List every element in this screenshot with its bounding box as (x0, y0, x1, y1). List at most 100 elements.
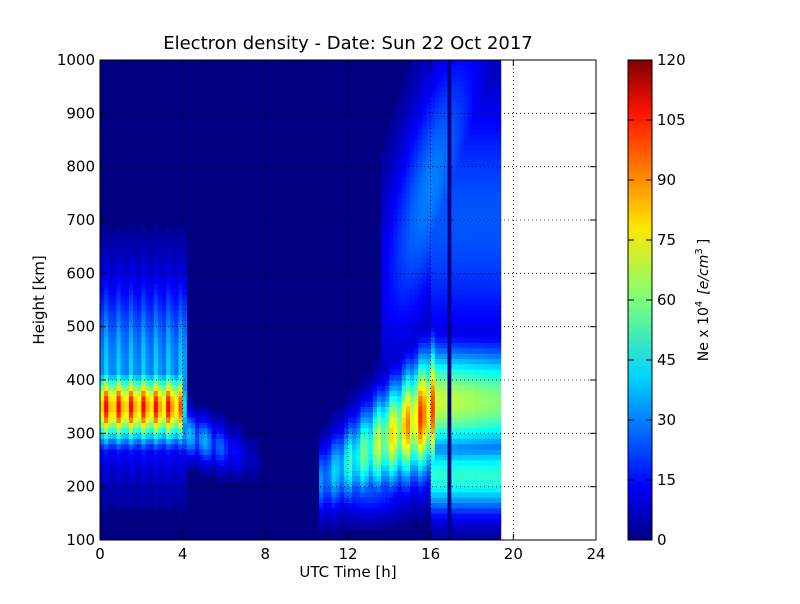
heatmap-cell (381, 428, 386, 434)
heatmap-cell (459, 428, 465, 434)
heatmap-cell (480, 364, 485, 370)
heatmap-cell (170, 342, 175, 349)
heatmap-cell (476, 145, 481, 151)
heatmap-cell (418, 401, 423, 407)
heatmap-cell (360, 481, 365, 487)
heatmap-cell (124, 422, 130, 429)
heatmap-cell (133, 262, 138, 269)
heatmap-cell (418, 230, 423, 237)
heatmap-cell (149, 380, 155, 386)
heatmap-cell (162, 337, 167, 343)
heatmap-cell (434, 209, 440, 215)
heatmap-cell (434, 412, 440, 418)
heatmap-cell (467, 289, 473, 295)
heatmap-cell (405, 102, 411, 109)
heatmap-cell (459, 508, 465, 514)
heatmap-cell (368, 449, 374, 455)
heatmap-cell (162, 428, 167, 434)
heatmap-cell (405, 465, 411, 471)
heatmap-cell (393, 193, 398, 199)
heatmap-cell (240, 454, 245, 461)
heatmap-cell (472, 390, 477, 397)
heatmap-cell (124, 497, 130, 503)
heatmap-cell (174, 289, 179, 295)
heatmap-cell (488, 161, 493, 167)
heatmap-cell (492, 534, 498, 541)
heatmap-cell (496, 198, 502, 205)
heatmap-cell (112, 390, 117, 397)
heatmap-cell (393, 236, 398, 242)
heatmap-cell (467, 108, 473, 114)
heatmap-cell (182, 401, 188, 407)
heatmap-cell (472, 417, 477, 423)
heatmap-cell (166, 353, 171, 359)
heatmap-cell (463, 294, 469, 301)
heatmap-cell (418, 156, 423, 162)
heatmap-cell (414, 257, 419, 263)
heatmap-cell (381, 502, 386, 509)
heatmap-cell (137, 380, 142, 386)
heatmap-cell (401, 108, 407, 114)
heatmap-cell (443, 76, 448, 82)
heatmap-cell (356, 454, 361, 461)
heatmap-cell (480, 529, 485, 535)
heatmap-cell (492, 193, 498, 199)
heatmap-cell (182, 449, 188, 455)
heatmap-cell (410, 444, 415, 450)
heatmap-cell (463, 102, 469, 109)
heatmap-cell (348, 444, 353, 450)
heatmap-cell (480, 374, 485, 381)
heatmap-cell (472, 177, 477, 183)
heatmap-cell (401, 353, 407, 359)
heatmap-cell (232, 438, 237, 445)
heatmap-cell (480, 241, 485, 247)
heatmap-cell (141, 257, 146, 263)
heatmap-cell (170, 390, 175, 397)
heatmap-cell (405, 108, 411, 114)
heatmap-cell (426, 289, 431, 295)
heatmap-cell (472, 236, 477, 242)
heatmap-cell (476, 481, 481, 487)
heatmap-cell (492, 518, 498, 525)
heatmap-cell (128, 396, 134, 402)
heatmap-cell (414, 262, 419, 269)
heatmap-cell (496, 481, 502, 487)
heatmap-cell (451, 422, 456, 429)
heatmap-cell (451, 177, 456, 183)
heatmap-cell (149, 502, 155, 509)
heatmap-cell (372, 497, 378, 503)
heatmap-cell (488, 177, 493, 183)
heatmap-cell (120, 321, 126, 327)
heatmap-cell (381, 177, 386, 183)
heatmap-cell (434, 60, 440, 66)
heatmap-cell (488, 150, 493, 157)
heatmap-cell (472, 412, 477, 418)
heatmap-cell (182, 497, 188, 503)
heatmap-cell (352, 422, 357, 429)
heatmap-cell (472, 353, 477, 359)
heatmap-cell (463, 268, 469, 274)
heatmap-cell (496, 337, 502, 343)
heatmap-cell (186, 396, 192, 402)
heatmap-cell (480, 321, 485, 327)
heatmap-cell (153, 278, 159, 285)
heatmap-cell (414, 321, 419, 327)
heatmap-cell (401, 460, 407, 466)
heatmap-cell (385, 492, 390, 498)
heatmap-cell (405, 508, 411, 514)
heatmap-cell (112, 241, 117, 247)
y-tick-label: 200 (66, 478, 95, 496)
heatmap-cell (401, 454, 407, 461)
heatmap-cell (455, 134, 460, 141)
heatmap-cell (488, 369, 493, 375)
heatmap-cell (149, 268, 155, 274)
heatmap-cell (389, 508, 394, 514)
heatmap-cell (157, 444, 163, 450)
heatmap-cell (108, 342, 113, 349)
heatmap-cell (438, 438, 444, 445)
heatmap-cell (203, 412, 208, 418)
heatmap-cell (443, 225, 448, 231)
heatmap-cell (389, 150, 394, 157)
heatmap-cell (352, 390, 357, 397)
heatmap-cell (467, 220, 473, 226)
